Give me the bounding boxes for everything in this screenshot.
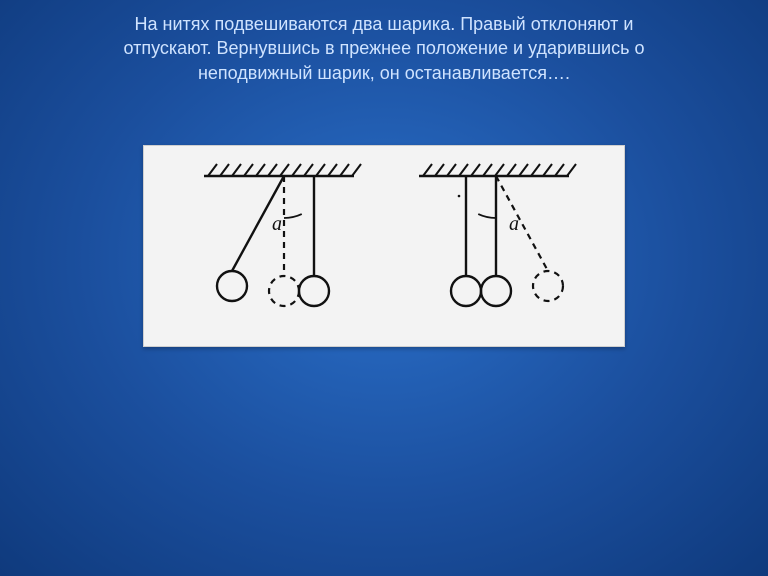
title-line-2: отпускают. Вернувшись в прежнее положени… xyxy=(124,38,645,58)
pendulum-svg: aa xyxy=(144,146,624,346)
svg-text:a: a xyxy=(509,213,519,235)
problem-statement: На нитях подвешиваются два шарика. Правы… xyxy=(104,12,664,85)
pendulum-diagram: aa xyxy=(143,145,625,347)
title-line-1: На нитях подвешиваются два шарика. Правы… xyxy=(135,14,634,34)
svg-text:a: a xyxy=(272,213,282,235)
title-line-3: неподвижный шарик, он останавливается…. xyxy=(198,63,570,83)
